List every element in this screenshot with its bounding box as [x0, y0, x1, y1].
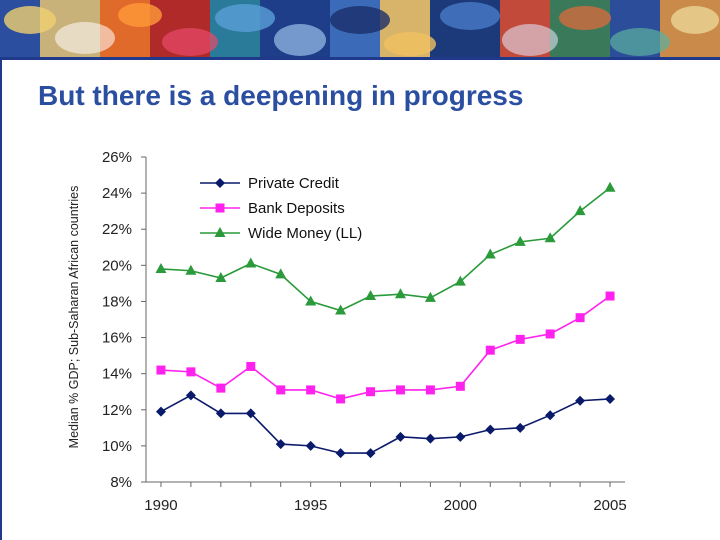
legend-label: Wide Money (LL) — [248, 225, 362, 242]
data-point — [395, 385, 405, 395]
data-point — [514, 235, 526, 246]
data-point — [544, 232, 556, 243]
y-tick-label: 10% — [102, 438, 132, 455]
data-point — [515, 334, 525, 344]
data-point — [246, 361, 256, 371]
data-point — [424, 291, 436, 302]
data-point — [245, 257, 257, 268]
data-point — [305, 440, 316, 451]
series-private-credit — [155, 390, 616, 459]
y-tick-label: 16% — [102, 330, 132, 347]
data-point — [485, 345, 495, 355]
y-tick-label: 24% — [102, 185, 132, 202]
data-point — [335, 304, 347, 315]
data-point — [366, 387, 376, 397]
data-point — [275, 268, 287, 279]
y-tick-label: 8% — [110, 474, 132, 491]
slide-title: But there is a deepening in progress — [38, 80, 524, 111]
chart-series — [155, 181, 616, 459]
data-point — [216, 383, 226, 393]
data-point — [155, 406, 166, 417]
data-point — [395, 431, 406, 442]
slide-left-rule — [0, 60, 2, 540]
data-point — [425, 433, 436, 444]
x-tick-label: 1995 — [294, 497, 327, 514]
data-point — [455, 431, 466, 442]
data-point — [185, 390, 196, 401]
data-point — [215, 271, 227, 282]
data-point — [575, 395, 586, 406]
data-point — [155, 262, 167, 273]
y-tick-label: 14% — [102, 366, 132, 383]
legend-marker — [214, 227, 226, 237]
data-point — [335, 448, 346, 459]
data-point — [156, 365, 166, 375]
legend-label: Bank Deposits — [248, 200, 345, 217]
data-point — [185, 264, 197, 275]
data-point — [485, 424, 496, 435]
data-point — [605, 291, 615, 301]
data-point — [455, 381, 465, 391]
data-point — [394, 288, 406, 299]
y-tick-label: 18% — [102, 293, 132, 310]
data-point — [515, 422, 526, 433]
data-point — [245, 408, 256, 419]
data-point — [575, 313, 585, 323]
y-axis-title: Median % GDP; Sub-Saharan African countr… — [67, 186, 81, 449]
data-point — [574, 205, 586, 216]
data-point — [605, 393, 616, 404]
data-point — [484, 248, 496, 259]
legend-marker — [215, 203, 225, 213]
series-wide-money — [155, 181, 616, 315]
y-tick-label: 20% — [102, 257, 132, 274]
chart-axes: 26% 24% 22% 20% 18% 16% 14% 12% 10% 8% 1990 1995 200… — [102, 149, 627, 514]
series-line — [160, 187, 611, 312]
data-point — [545, 329, 555, 339]
series-bank-deposits — [156, 291, 615, 404]
data-point — [545, 410, 556, 421]
data-point — [186, 367, 196, 377]
data-point — [306, 385, 316, 395]
data-point — [604, 181, 616, 192]
painted-banner — [0, 0, 720, 60]
data-point — [305, 295, 317, 306]
data-point — [454, 275, 466, 286]
y-tick-label: 26% — [102, 149, 132, 166]
data-point — [365, 290, 377, 301]
legend-label: Private Credit — [248, 175, 340, 192]
series-line — [160, 295, 611, 400]
x-tick-label: 1990 — [144, 497, 177, 514]
y-tick-label: 22% — [102, 221, 132, 238]
x-tick-label: 2000 — [444, 497, 477, 514]
y-tick-label: 12% — [102, 402, 132, 419]
x-tick-label: 2005 — [593, 497, 626, 514]
data-point — [336, 394, 346, 404]
legend-marker — [215, 178, 225, 188]
data-point — [425, 385, 435, 395]
chart-legend: Private Credit Bank Deposits Wide Money (L… — [200, 175, 362, 242]
data-point — [215, 408, 226, 419]
series-line — [160, 394, 611, 454]
data-point — [275, 439, 286, 450]
data-point — [276, 385, 286, 395]
data-point — [365, 448, 376, 459]
